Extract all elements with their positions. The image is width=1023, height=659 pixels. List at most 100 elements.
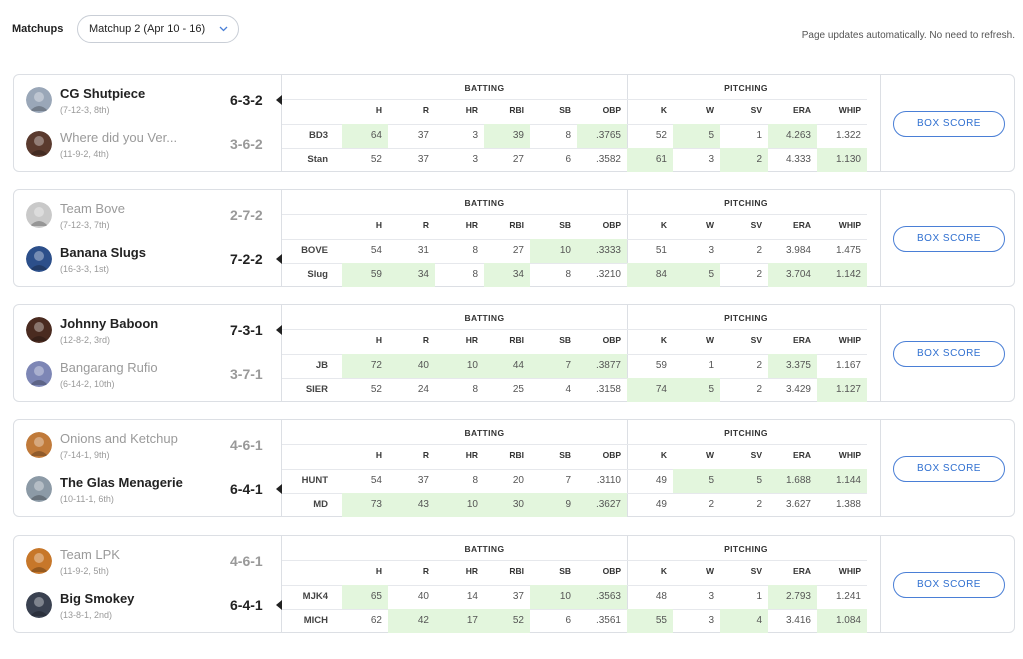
team-avatar xyxy=(26,476,52,502)
stat-cell: 52 xyxy=(484,609,530,633)
stat-column-header: WHIP xyxy=(838,566,861,576)
stat-cell: .3333 xyxy=(577,239,627,263)
stat-cell: .3582 xyxy=(595,154,621,165)
team-row[interactable]: Banana Slugs (16-3-3, 1st) 7-2-2 xyxy=(14,240,282,284)
stat-cell: 43 xyxy=(388,493,435,517)
stat-column-header: H xyxy=(375,566,382,576)
team-name[interactable]: Where did you Ver... xyxy=(60,130,178,145)
team-name[interactable]: Bangarang Rufio xyxy=(60,360,158,375)
stat-cell: 40 xyxy=(388,354,435,378)
team-name[interactable]: Team LPK xyxy=(60,547,120,562)
stats-table: BATTING PITCHING H R HR RBI SB OBP K W SV ERA WHIP JB… xyxy=(282,305,880,402)
stat-cell: 8 xyxy=(565,130,571,141)
stat-column-header: H xyxy=(375,335,382,345)
stat-cell: 8 xyxy=(472,269,478,280)
stat-column-header: OBP xyxy=(602,450,621,460)
pitching-header: PITCHING xyxy=(724,83,768,93)
matchup-select[interactable]: Matchup 2 (Apr 10 - 16) xyxy=(77,15,239,43)
matchup-teams: Onions and Ketchup (7-14-1, 9th) 4-6-1 The… xyxy=(14,420,282,516)
stat-cell: 37 xyxy=(417,154,429,165)
food-photo-icon xyxy=(26,432,52,458)
team-row[interactable]: Johnny Baboon (12-8-2, 3rd) 7-3-1 xyxy=(14,311,282,355)
stat-cell: 7 xyxy=(565,475,571,486)
bird-mascot-icon xyxy=(26,87,52,113)
box-score-button[interactable]: BOX SCORE xyxy=(893,111,1005,137)
team-abbr: MICH xyxy=(303,615,328,626)
team-name[interactable]: Onions and Ketchup xyxy=(60,431,178,446)
matchup-card: CG Shutpiece (7-12-3, 8th) 6-3-2 Where did… xyxy=(13,74,1015,172)
top-bar: Matchups Matchup 2 (Apr 10 - 16) Page up… xyxy=(0,0,1023,60)
team-record: (7-14-1, 9th) xyxy=(60,450,110,460)
stat-cell: 3 xyxy=(472,154,478,165)
matchup-card: Team LPK (11-9-2, 5th) 4-6-1 Big Smokey (13… xyxy=(13,535,1015,633)
stat-cell: 52 xyxy=(370,384,382,395)
box-score-button[interactable]: BOX SCORE xyxy=(893,456,1005,482)
team-avatar xyxy=(26,317,52,343)
stat-column-header: WHIP xyxy=(838,450,861,460)
stat-cell: 39 xyxy=(484,124,530,148)
stat-column-header: RBI xyxy=(509,450,524,460)
card-divider xyxy=(880,420,881,516)
team-name[interactable]: Johnny Baboon xyxy=(60,316,159,331)
card-divider xyxy=(880,75,881,171)
team-row[interactable]: Bangarang Rufio (6-14-2, 10th) 3-7-1 xyxy=(14,355,282,399)
stat-cell: 6 xyxy=(565,615,571,626)
stat-column-header: HR xyxy=(465,450,478,460)
team-row[interactable]: Onions and Ketchup (7-14-1, 9th) 4-6-1 xyxy=(14,426,282,470)
team-name[interactable]: Banana Slugs xyxy=(60,245,146,260)
stat-cell: 8 xyxy=(472,384,478,395)
team-row[interactable]: Big Smokey (13-8-1, 2nd) 6-4-1 xyxy=(14,586,282,630)
slug-mascot-icon xyxy=(26,246,52,272)
stat-column-header: SV xyxy=(750,335,762,345)
stat-cell: 17 xyxy=(435,609,484,633)
stat-cell: 1.688 xyxy=(768,469,817,493)
team-row[interactable]: Where did you Ver... (11-9-2, 4th) 3-6-2 xyxy=(14,125,282,169)
stat-cell: 1.130 xyxy=(817,148,867,172)
team-name[interactable]: CG Shutpiece xyxy=(60,86,146,101)
box-score-button[interactable]: BOX SCORE xyxy=(893,341,1005,367)
team-name[interactable]: The Glas Menagerie xyxy=(60,475,183,490)
stat-cell: 52 xyxy=(370,154,382,165)
stat-cell: 3 xyxy=(708,245,714,256)
matchup-card: Onions and Ketchup (7-14-1, 9th) 4-6-1 The… xyxy=(13,419,1015,517)
team-score: 2-7-2 xyxy=(230,207,263,223)
stat-column-header: RBI xyxy=(509,335,524,345)
team-row[interactable]: Team LPK (11-9-2, 5th) 4-6-1 xyxy=(14,542,282,586)
stat-column-header: ERA xyxy=(793,105,811,115)
box-score-button[interactable]: BOX SCORE xyxy=(893,572,1005,598)
section-divider xyxy=(627,305,628,401)
row-divider xyxy=(282,609,867,610)
team-row[interactable]: Team Bove (7-12-3, 7th) 2-7-2 xyxy=(14,196,282,240)
auto-update-note: Page updates automatically. No need to r… xyxy=(801,30,1015,41)
card-divider xyxy=(880,305,881,401)
stat-cell: 14 xyxy=(466,591,478,602)
team-record: (11-9-2, 5th) xyxy=(60,566,109,576)
team-name[interactable]: Big Smokey xyxy=(60,591,135,606)
stat-column-header: W xyxy=(705,450,714,460)
stat-cell: 10 xyxy=(530,239,577,263)
stat-cell: 37 xyxy=(512,591,524,602)
box-score-button[interactable]: BOX SCORE xyxy=(893,226,1005,252)
pitching-header: PITCHING xyxy=(724,428,768,438)
team-name[interactable]: Team Bove xyxy=(60,201,126,216)
matchup-teams: Team LPK (11-9-2, 5th) 4-6-1 Big Smokey (13… xyxy=(14,536,282,632)
stat-cell: 10 xyxy=(530,585,577,609)
stat-cell: 84 xyxy=(627,263,673,287)
team-abbr: MD xyxy=(313,499,328,510)
stat-column-header: SB xyxy=(559,335,571,345)
batting-header: BATTING xyxy=(464,313,505,323)
team-score: 7-2-2 xyxy=(230,251,263,267)
team-avatar xyxy=(26,361,52,387)
team-row[interactable]: CG Shutpiece (7-12-3, 8th) 6-3-2 xyxy=(14,81,282,125)
team-record: (7-12-3, 8th) xyxy=(60,105,110,115)
stat-cell: 2 xyxy=(756,384,762,395)
team-abbr: Slug xyxy=(307,269,328,280)
row-divider xyxy=(282,263,867,264)
stat-cell: 4.333 xyxy=(785,154,811,165)
row-divider xyxy=(282,560,867,561)
team-row[interactable]: The Glas Menagerie (10-11-1, 6th) 6-4-1 xyxy=(14,470,282,514)
section-divider xyxy=(627,75,628,171)
card-divider xyxy=(880,190,881,286)
stat-cell: 2 xyxy=(756,499,762,510)
pitching-header: PITCHING xyxy=(724,198,768,208)
